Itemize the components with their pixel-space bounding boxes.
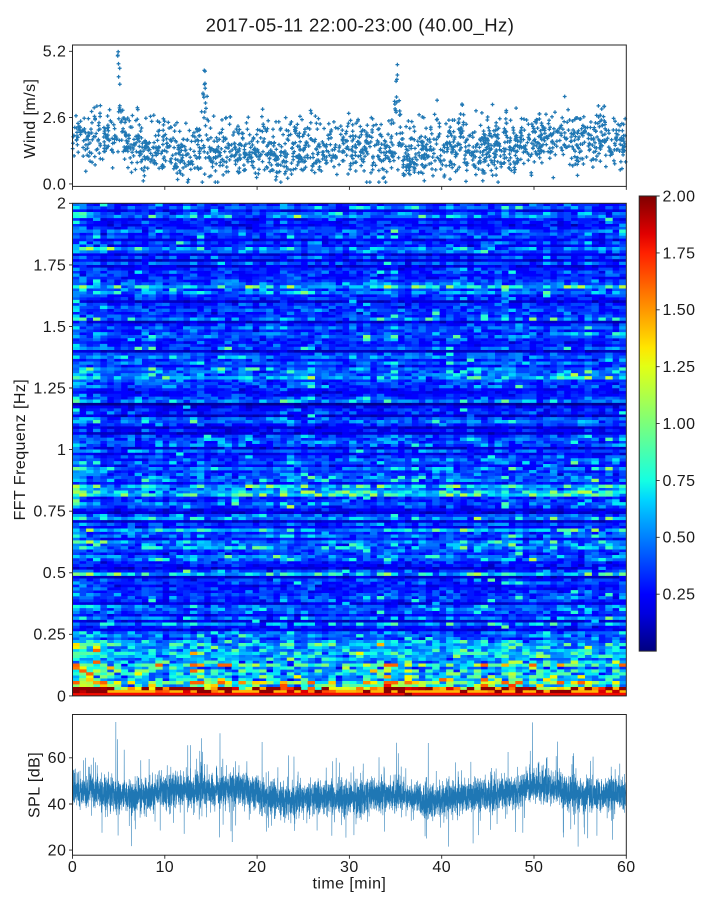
- svg-text:0.75: 0.75: [33, 504, 66, 521]
- svg-text:10: 10: [155, 859, 174, 876]
- svg-text:0.25: 0.25: [33, 627, 66, 644]
- svg-text:1.25: 1.25: [663, 359, 696, 376]
- svg-text:2.6: 2.6: [43, 110, 67, 127]
- svg-text:1.50: 1.50: [663, 302, 696, 319]
- svg-text:50: 50: [525, 859, 544, 876]
- svg-text:20: 20: [248, 859, 267, 876]
- svg-text:5.2: 5.2: [43, 44, 67, 61]
- svg-text:2: 2: [57, 196, 66, 213]
- svg-text:0.0: 0.0: [43, 176, 67, 193]
- svg-text:20: 20: [48, 843, 67, 860]
- svg-text:0.5: 0.5: [43, 565, 67, 582]
- svg-text:SPL [dB]: SPL [dB]: [27, 752, 44, 818]
- svg-text:40: 40: [48, 796, 67, 813]
- svg-text:time [min]: time [min]: [312, 876, 386, 893]
- svg-text:1.00: 1.00: [663, 416, 696, 433]
- svg-text:1.75: 1.75: [33, 257, 66, 274]
- svg-text:30: 30: [340, 859, 359, 876]
- svg-text:1.5: 1.5: [43, 319, 67, 336]
- svg-text:2017-05-11 22:00-23:00 (40.00_: 2017-05-11 22:00-23:00 (40.00_Hz): [206, 14, 515, 36]
- svg-text:0.50: 0.50: [663, 530, 696, 547]
- svg-text:FFT Frequenz [Hz]: FFT Frequenz [Hz]: [12, 379, 29, 521]
- svg-text:60: 60: [617, 859, 636, 876]
- svg-text:40: 40: [432, 859, 451, 876]
- svg-text:0: 0: [57, 688, 66, 705]
- svg-text:1.75: 1.75: [663, 245, 696, 262]
- svg-text:2.00: 2.00: [663, 188, 696, 205]
- svg-text:Wind [m/s]: Wind [m/s]: [22, 79, 39, 159]
- svg-text:1.25: 1.25: [33, 380, 66, 397]
- svg-text:0: 0: [68, 859, 77, 876]
- svg-text:0.25: 0.25: [663, 587, 696, 604]
- svg-text:1: 1: [57, 442, 66, 459]
- svg-text:60: 60: [48, 750, 67, 767]
- svg-text:0.75: 0.75: [663, 473, 696, 490]
